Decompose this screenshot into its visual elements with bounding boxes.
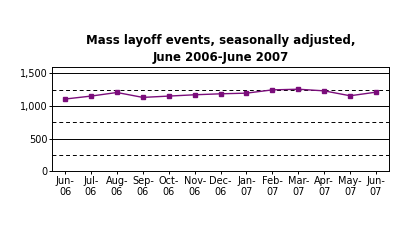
Title: Mass layoff events, seasonally adjusted,
June 2006-June 2007: Mass layoff events, seasonally adjusted,…: [86, 34, 355, 64]
